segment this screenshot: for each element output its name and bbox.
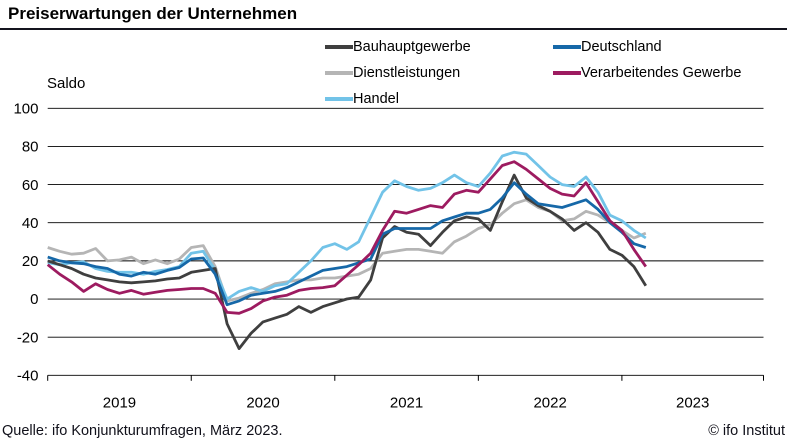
legend-line-swatch <box>325 97 353 101</box>
x-year-label: 2020 <box>246 395 279 412</box>
legend-item-bauhauptgewerbe: Bauhauptgewerbe <box>325 38 471 56</box>
legend-item-deutschland: Deutschland <box>553 38 741 56</box>
x-year-label: 2019 <box>103 395 136 412</box>
series-line-deutschland <box>47 181 647 307</box>
title-rule <box>0 28 787 30</box>
y-axis-title: Saldo <box>47 75 86 92</box>
x-year-label: 2023 <box>676 395 709 412</box>
legend-line-swatch <box>553 71 581 75</box>
legend-item-verarbeitendes-gewerbe: Verarbeitendes Gewerbe <box>553 64 741 82</box>
legend-item-handel: Handel <box>325 90 471 108</box>
legend-label: Dienstleistungen <box>353 65 461 81</box>
y-tick-label: 60 <box>22 177 39 194</box>
source-note: Quelle: ifo Konjunkturumfragen, März 202… <box>2 423 283 439</box>
chart-legend-column-1: Bauhauptgewerbe Dienstleistungen Handel <box>325 38 471 108</box>
legend-line-swatch <box>325 45 353 49</box>
y-tick-label: 0 <box>30 291 38 308</box>
legend-line-swatch <box>325 71 353 75</box>
y-tick-label: 40 <box>22 215 39 232</box>
legend-label: Bauhauptgewerbe <box>353 39 471 55</box>
x-year-label: 2021 <box>390 395 423 412</box>
y-tick-label: 20 <box>22 253 39 270</box>
legend-line-swatch <box>553 45 581 49</box>
y-tick-label: -40 <box>17 368 39 385</box>
legend-label: Handel <box>353 91 399 107</box>
copyright-note: © ifo Institut <box>708 423 785 439</box>
page-title: Preiserwartungen der Unternehmen <box>8 4 298 23</box>
legend-label: Verarbeitendes Gewerbe <box>581 65 742 81</box>
x-year-label: 2022 <box>533 395 566 412</box>
chart-legend-column-2: Deutschland Verarbeitendes Gewerbe <box>553 38 741 82</box>
y-tick-label: 80 <box>22 139 39 156</box>
y-tick-label: 100 <box>13 101 38 118</box>
y-tick-label: -20 <box>17 329 39 346</box>
legend-label: Deutschland <box>581 39 662 55</box>
series-line-bauhauptgewerbe <box>47 173 647 351</box>
legend-item-dienstleistungen: Dienstleistungen <box>325 64 471 82</box>
series-line-verarbeitendes-gewerbe <box>46 160 647 315</box>
